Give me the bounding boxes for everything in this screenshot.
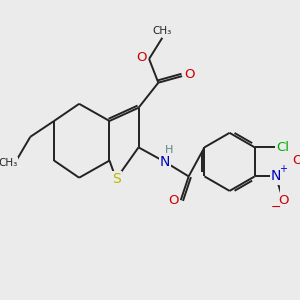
Text: O: O: [184, 68, 195, 81]
Text: N: N: [271, 169, 281, 183]
Text: Cl: Cl: [276, 141, 289, 154]
Text: CH₃: CH₃: [0, 158, 17, 168]
Text: H: H: [165, 145, 173, 155]
Text: O: O: [168, 194, 178, 207]
Text: O: O: [136, 51, 147, 64]
Text: N: N: [160, 155, 170, 169]
Text: S: S: [112, 172, 121, 186]
Text: +: +: [279, 164, 287, 174]
Text: O: O: [292, 154, 300, 167]
Text: −: −: [271, 201, 282, 214]
Text: CH₃: CH₃: [153, 26, 172, 36]
Text: O: O: [278, 194, 289, 207]
